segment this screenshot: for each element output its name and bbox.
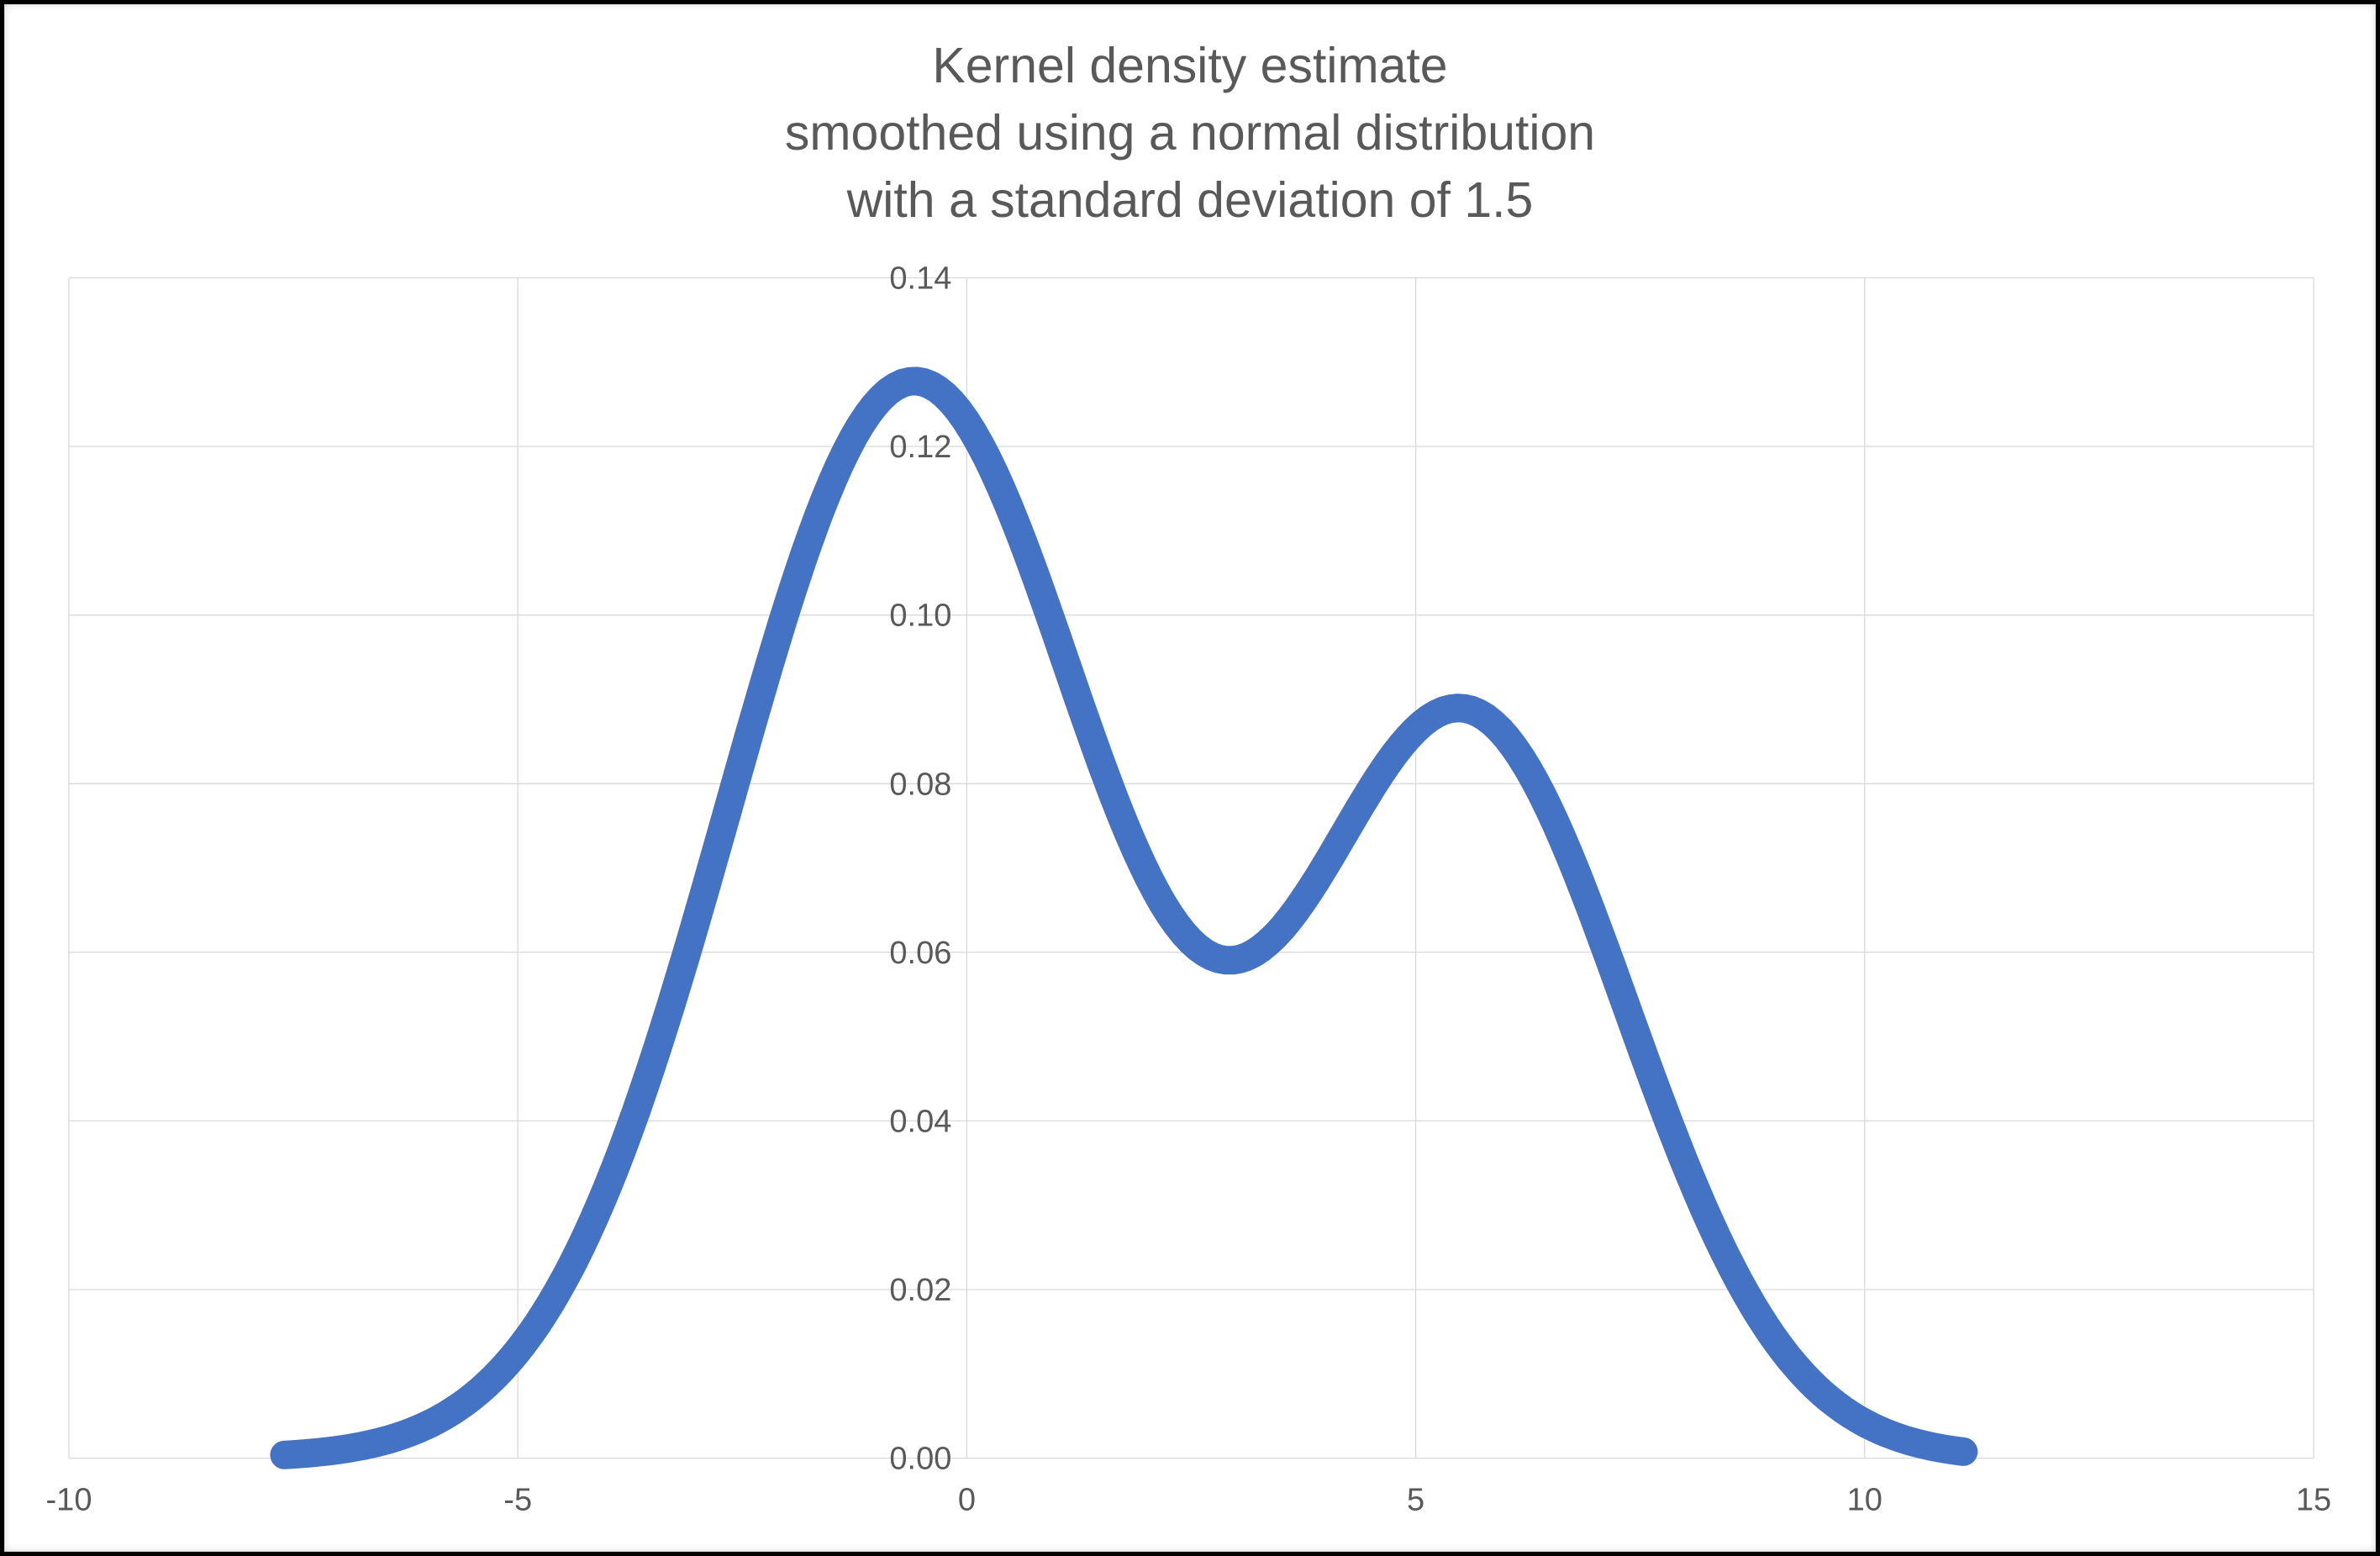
svg-text:0.10: 0.10 (889, 599, 951, 634)
svg-text:0.00: 0.00 (889, 1442, 951, 1477)
svg-text:0.08: 0.08 (889, 767, 951, 802)
svg-text:0.04: 0.04 (889, 1104, 951, 1139)
svg-text:10: 10 (1847, 1483, 1882, 1518)
svg-text:15: 15 (2296, 1483, 2331, 1518)
svg-text:0.14: 0.14 (889, 261, 951, 297)
svg-text:0.02: 0.02 (889, 1273, 951, 1308)
svg-text:0.12: 0.12 (889, 430, 951, 465)
svg-text:-10: -10 (46, 1483, 92, 1518)
svg-text:0: 0 (958, 1483, 976, 1518)
svg-text:-5: -5 (503, 1483, 532, 1518)
svg-text:5: 5 (1407, 1483, 1424, 1518)
svg-text:0.06: 0.06 (889, 936, 951, 971)
